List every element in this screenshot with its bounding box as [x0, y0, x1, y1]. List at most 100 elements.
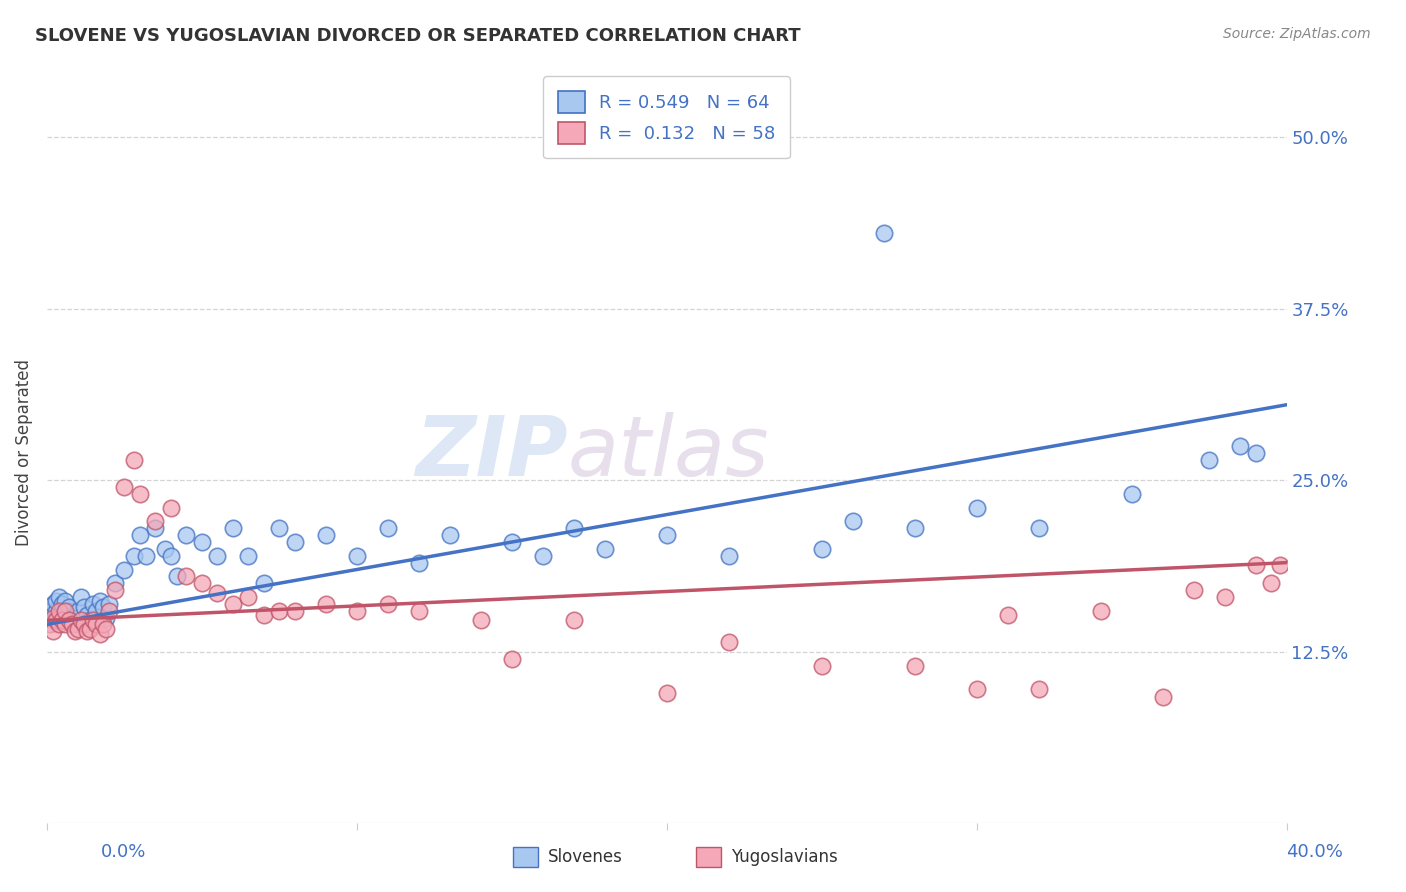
Point — [253, 576, 276, 591]
Text: Source: ZipAtlas.com: Source: ZipAtlas.com — [1223, 27, 1371, 41]
Point — [112, 562, 135, 576]
Point — [176, 569, 198, 583]
Point — [346, 549, 368, 563]
Point — [717, 549, 740, 563]
Point — [45, 613, 67, 627]
Point — [1028, 681, 1050, 696]
Point — [562, 521, 585, 535]
Point — [531, 549, 554, 563]
Point — [166, 569, 188, 583]
Point — [1182, 583, 1205, 598]
Point — [1260, 576, 1282, 591]
Point — [42, 610, 65, 624]
Point — [128, 528, 150, 542]
Point — [51, 597, 73, 611]
Point — [346, 604, 368, 618]
Point — [1270, 558, 1292, 573]
Point — [55, 594, 77, 608]
Text: Yugoslavians: Yugoslavians — [731, 848, 838, 866]
Point — [97, 604, 120, 618]
Point — [42, 597, 65, 611]
Point — [39, 604, 62, 618]
FancyBboxPatch shape — [513, 847, 538, 867]
Point — [1229, 439, 1251, 453]
Point — [1090, 604, 1112, 618]
Point — [79, 622, 101, 636]
Point — [122, 452, 145, 467]
Point — [66, 604, 89, 618]
Point — [501, 651, 523, 665]
Point — [76, 607, 98, 622]
Point — [82, 597, 104, 611]
Point — [253, 607, 276, 622]
Point — [128, 487, 150, 501]
Point — [112, 480, 135, 494]
Point — [284, 604, 307, 618]
Point — [42, 613, 65, 627]
FancyBboxPatch shape — [696, 847, 721, 867]
Point — [63, 617, 86, 632]
Point — [58, 604, 80, 618]
Point — [94, 610, 117, 624]
Point — [470, 613, 492, 627]
Point — [104, 583, 127, 598]
Point — [55, 617, 77, 632]
Point — [104, 576, 127, 591]
Point — [39, 617, 62, 632]
Point — [79, 613, 101, 627]
Point — [269, 604, 291, 618]
Point — [143, 521, 166, 535]
Point — [717, 635, 740, 649]
Point — [48, 590, 70, 604]
Point — [873, 226, 896, 240]
Point — [60, 617, 83, 632]
Point — [904, 521, 927, 535]
Point — [191, 576, 214, 591]
Point — [70, 590, 93, 604]
Point — [42, 624, 65, 639]
Point — [377, 521, 399, 535]
Point — [51, 613, 73, 627]
Text: SLOVENE VS YUGOSLAVIAN DIVORCED OR SEPARATED CORRELATION CHART: SLOVENE VS YUGOSLAVIAN DIVORCED OR SEPAR… — [35, 27, 801, 45]
Point — [315, 597, 337, 611]
Point — [562, 613, 585, 627]
Point — [86, 604, 108, 618]
Point — [966, 500, 988, 515]
Point — [176, 528, 198, 542]
Point — [207, 549, 229, 563]
Point — [222, 597, 245, 611]
Point — [160, 500, 183, 515]
Point — [91, 617, 114, 632]
Point — [1152, 690, 1174, 705]
Point — [45, 604, 67, 618]
Point — [73, 599, 96, 614]
Point — [997, 607, 1019, 622]
Point — [284, 535, 307, 549]
Legend: R = 0.549   N = 64, R =  0.132   N = 58: R = 0.549 N = 64, R = 0.132 N = 58 — [543, 77, 790, 158]
Point — [377, 597, 399, 611]
Point — [904, 658, 927, 673]
Point — [63, 624, 86, 639]
Point — [66, 622, 89, 636]
Point — [97, 597, 120, 611]
Text: atlas: atlas — [568, 412, 769, 493]
Text: Slovenes: Slovenes — [548, 848, 623, 866]
Point — [60, 610, 83, 624]
Point — [408, 556, 430, 570]
Point — [501, 535, 523, 549]
Point — [408, 604, 430, 618]
Point — [315, 528, 337, 542]
Point — [89, 627, 111, 641]
Point — [58, 613, 80, 627]
Point — [238, 549, 260, 563]
Point — [45, 594, 67, 608]
Point — [48, 610, 70, 624]
Point — [222, 521, 245, 535]
Point — [1213, 590, 1236, 604]
Point — [207, 586, 229, 600]
Point — [82, 613, 104, 627]
Point — [160, 549, 183, 563]
Point — [966, 681, 988, 696]
Point — [55, 604, 77, 618]
Point — [655, 686, 678, 700]
